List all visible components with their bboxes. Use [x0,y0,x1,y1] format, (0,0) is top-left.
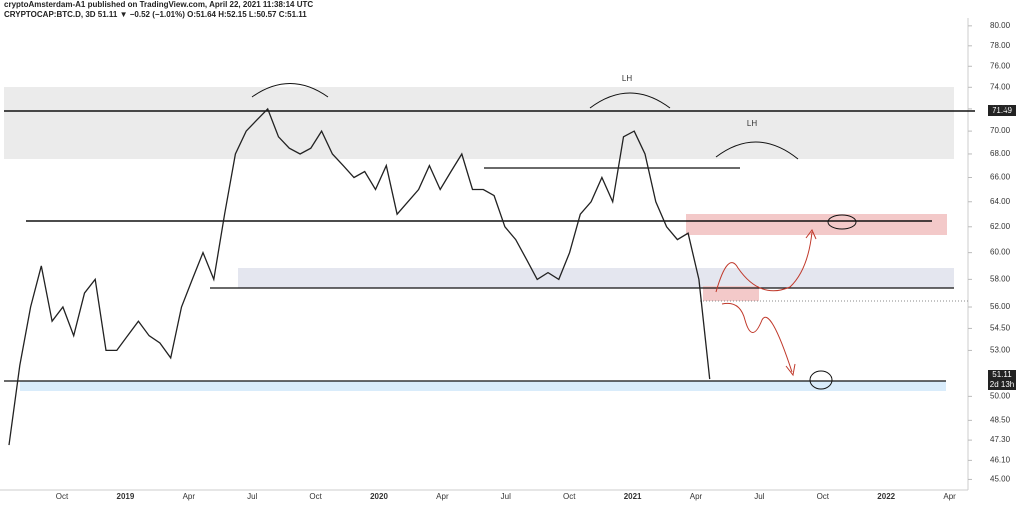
arc [589,92,671,109]
arc [251,83,329,98]
price-line [8,107,711,446]
x-tick-label: Apr [436,492,449,501]
y-tick-label: 70.00 [990,126,1011,135]
y-tick-label: 50.00 [990,391,1011,400]
blue-zone [20,381,946,391]
y-tick-label: 47.30 [990,435,1011,444]
y-tick-label: 45.00 [990,475,1011,484]
red-zone [686,214,947,235]
y-tick-label: 53.00 [990,346,1011,355]
x-tick-label: Jul [501,492,511,501]
y-tick-label: 64.00 [990,197,1011,206]
level-badge-text: 71.49 [992,106,1013,115]
arrow-head [785,363,796,377]
y-tick-label: 76.00 [990,61,1011,70]
level-badge [988,105,1016,116]
y-tick-label: 60.00 [990,248,1011,257]
y-tick-label: 46.10 [990,455,1011,464]
x-tick-label: 2020 [370,492,388,501]
x-tick-label: 2019 [117,492,135,501]
x-tick-label: 2022 [877,492,895,501]
x-tick-label: Oct [309,492,322,501]
resistance-zone [4,87,954,159]
price-badge-text: 51.11 [992,370,1012,379]
y-tick-label: 56.00 [990,302,1011,311]
price-badge [988,370,1016,390]
symbol-line: CRYPTOCAP:BTC.D, 3D 51.11 ▼ −0.52 (−1.01… [4,10,307,19]
y-tick-label: 68.00 [990,149,1011,158]
y-tick-label: 66.00 [990,173,1011,182]
circle-mark [827,214,857,230]
x-tick-label: Apr [943,492,956,501]
countdown-text: 2d 13h [990,380,1014,389]
y-tick-label: 78.00 [990,41,1011,50]
support-zone [238,268,954,288]
y-tick-label: 58.00 [990,274,1011,283]
arrow-head [805,229,817,240]
x-tick-label: Apr [690,492,703,501]
lh-label: LH [622,74,632,83]
y-tick-label: 80.00 [990,21,1011,30]
y-tick-label: 74.00 [990,82,1011,91]
x-tick-label: Oct [817,492,830,501]
author-line: cryptoAmsterdam-A1 published on TradingV… [4,0,313,9]
x-tick-label: Oct [563,492,576,501]
arc [715,141,799,160]
x-tick-label: Jul [247,492,257,501]
x-tick-label: 2021 [624,492,642,501]
y-tick-label: 54.50 [990,324,1011,333]
y-tick-label: 48.50 [990,415,1011,424]
x-tick-label: Jul [754,492,764,501]
y-tick-label: 62.00 [990,222,1011,231]
lh-label: LH [747,119,757,128]
x-tick-label: Oct [56,492,69,501]
arrow-path [721,302,793,373]
x-tick-label: Apr [183,492,196,501]
circle-mark [809,370,833,390]
y-tick-label: 72.00 [990,104,1011,113]
arrow-path [715,231,813,293]
